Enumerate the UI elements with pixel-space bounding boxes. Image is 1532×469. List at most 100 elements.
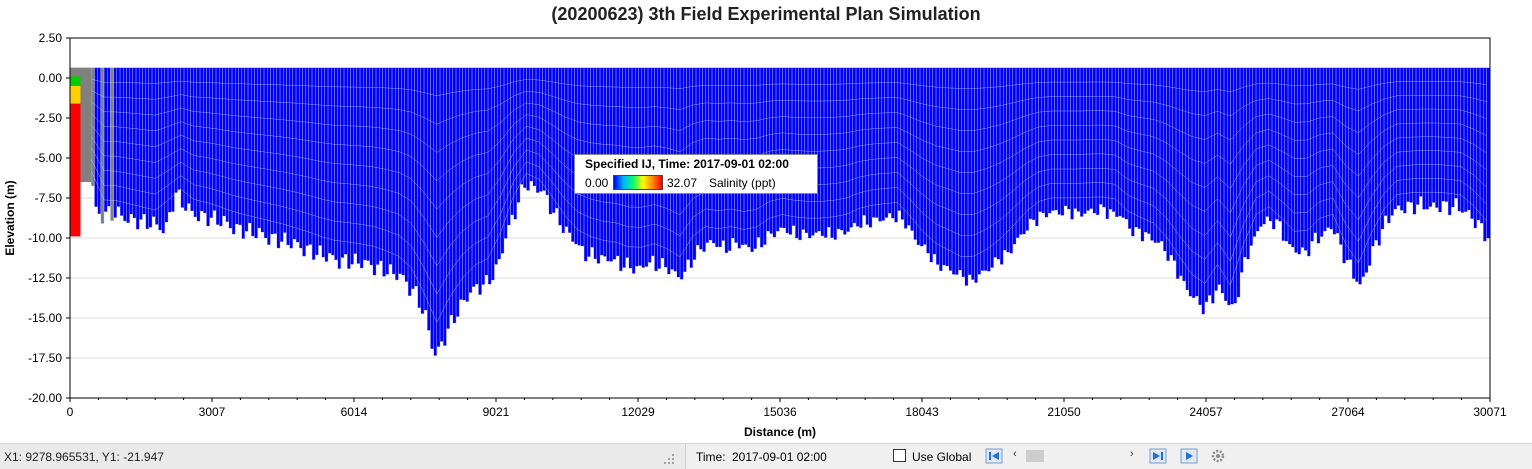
water-column-cell [199,67,204,212]
water-column-cell [340,67,345,258]
water-column-cell [1169,67,1174,256]
water-column-cell [1166,67,1170,262]
water-column-cell [875,67,879,218]
x-tick-label: 30071 [1473,405,1507,419]
water-column-cell [1211,67,1215,304]
water-column-cell [1156,67,1161,244]
water-column-cell [1463,67,1468,213]
water-column-cell [1319,67,1324,237]
time-slider-thumb[interactable] [1026,450,1044,462]
legend-variable: Salinity (ppt) [709,176,776,190]
water-column-cell [779,67,783,228]
water-column-cell [1454,67,1458,199]
water-column-cell [273,67,278,234]
water-column-cell [1147,67,1151,234]
water-column-cell [235,67,239,225]
water-column-cell [1329,67,1334,230]
water-column-cell [203,67,207,214]
water-column-cell [535,67,540,193]
water-column-cell [1313,67,1318,234]
water-column-cell [513,67,518,220]
water-column-cell [161,67,166,234]
salinity-column-yellow [70,86,81,104]
time-value[interactable]: 2017-09-01 02:00 [732,450,827,464]
settings-gear-icon[interactable] [1209,448,1227,464]
water-column-cell [219,67,223,227]
water-column-cell [1102,67,1106,208]
x-tick-label: 21050 [1047,405,1081,419]
water-column-cell [110,67,114,221]
water-column-cell [478,67,482,295]
water-column-cell [353,67,358,254]
chart-svg[interactable]: 2.50 0.00 -2.50 -5.00 -7.50 -10.00 -12.50 -15.0… [0,0,1532,443]
water-column-cell [1460,67,1465,213]
water-column-cell [878,67,882,222]
water-column-cell [103,67,108,213]
water-column-cell [1438,67,1442,213]
water-column-cell [459,67,463,300]
water-column-cell [1089,67,1094,209]
water-column-cell [449,67,454,316]
water-column-cell [238,67,242,226]
water-column-cell [305,67,310,246]
water-column-cell [302,67,306,257]
water-column-cell [862,67,866,216]
water-column-cell [318,67,322,246]
water-column-cell [1361,67,1366,278]
water-column-cell [225,67,230,223]
water-column-cell [1143,67,1148,233]
water-column-cell [1070,67,1074,220]
water-column-cell [804,67,809,234]
water-column-cell [827,67,831,228]
water-column-cell [337,67,342,269]
use-global-checkbox[interactable] [893,449,906,462]
water-column-cell [1028,67,1033,220]
water-column-cell [526,67,530,191]
water-column-cell [1399,67,1404,211]
water-column-cell [1009,67,1014,254]
water-column-cell [772,67,777,238]
resize-grip-icon[interactable] [662,452,676,466]
water-column-cell [164,67,169,223]
water-column-cell [1060,67,1065,216]
play-icon[interactable] [1180,448,1198,464]
water-column-cell [971,67,975,280]
water-column-cell [375,67,380,265]
x-tick-label: 27064 [1331,405,1365,419]
water-column-cell [1076,67,1081,212]
water-column-cell [180,67,185,208]
water-column-cell [286,67,290,246]
y-tick-label: -17.50 [28,351,62,365]
water-column-cell [113,67,118,218]
water-column-cell [1134,67,1138,228]
water-column-cell [311,67,316,260]
water-column-cell [1063,67,1068,207]
slider-right-arrow[interactable]: › [1130,448,1134,460]
x-tick-label: 9021 [483,405,510,419]
water-column-cell [315,67,319,256]
water-column-cell [775,67,780,232]
water-column-cell [846,67,850,233]
water-column-cell [388,67,393,265]
water-column-cell [324,67,329,262]
water-column-cell [545,67,550,196]
water-column-cell [1323,67,1327,232]
water-column-cell [1476,67,1481,221]
water-column-cell [567,67,572,234]
water-column-cell [1326,67,1330,228]
water-column-cell [1367,67,1372,266]
water-column-cell [465,67,470,302]
y-tick-label: -20.00 [28,391,62,405]
water-column-cell [343,67,348,255]
water-column-cell [139,67,143,220]
time-label: Time: [696,450,726,464]
water-column-cell [1444,67,1449,202]
water-column-cell [1083,67,1087,214]
slider-left-arrow[interactable]: ‹ [1013,448,1017,460]
water-column-cell [1095,67,1100,216]
water-column-cell [471,67,476,288]
water-column-cell [135,67,140,230]
water-column-cell [1271,67,1276,230]
last-frame-icon[interactable] [1149,448,1167,464]
first-frame-icon[interactable] [985,448,1003,464]
